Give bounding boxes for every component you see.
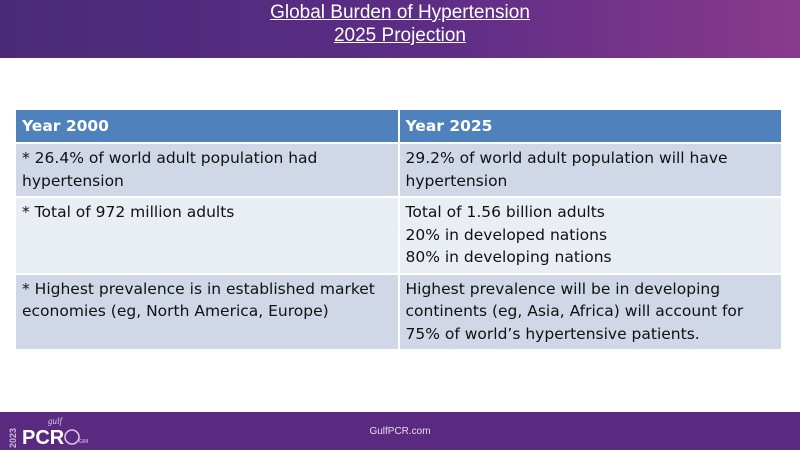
comparison-table: Year 2000 Year 2025 * 26.4% of world adu… <box>16 110 781 349</box>
slide-title-line2: 2025 Projection <box>333 25 467 46</box>
table-row: * Total of 972 million adults Total of 1… <box>16 196 781 274</box>
cell-line: * Total of 972 million adults <box>22 203 235 221</box>
table-cell-year-2000: * Total of 972 million adults <box>16 196 400 274</box>
slide-footer-bar: 2023 gulf PCR GIM GulfPCR.com <box>0 412 800 450</box>
cell-line: hypertension <box>405 171 508 190</box>
table-row: * 26.4% of world adult population had hy… <box>16 142 781 197</box>
column-header-year-2000: Year 2000 <box>16 110 400 143</box>
logo-pcr: PCR <box>22 427 65 449</box>
table-cell-year-2000: * Highest prevalence is in established m… <box>16 272 400 349</box>
cell-line: 75% of world’s hypertensive patients. <box>405 324 700 343</box>
cell-line: hypertension <box>22 171 124 190</box>
comparison-table-container: Year 2000 Year 2025 * 26.4% of world adu… <box>16 110 781 349</box>
column-header-year-2025: Year 2025 <box>398 110 781 143</box>
cell-line: 29.2% of world adult population will hav… <box>405 149 728 167</box>
cell-line: economies (eg, North America, Europe) <box>22 302 329 320</box>
cell-line: * 26.4% of world adult population had <box>22 149 318 167</box>
cell-line: Total of 1.56 billion adults <box>405 203 605 221</box>
table-cell-year-2000: * 26.4% of world adult population had hy… <box>16 142 400 197</box>
gulfpcr-logo: 2023 gulf PCR GIM <box>8 416 88 449</box>
logo-gulf: gulf <box>48 416 64 426</box>
table-cell-year-2025: Highest prevalence will be in developing… <box>398 272 781 349</box>
cell-line: 20% in developed nations <box>405 225 608 244</box>
table-cell-year-2025: 29.2% of world adult population will hav… <box>398 142 781 197</box>
cell-line: * Highest prevalence is in established m… <box>22 279 375 298</box>
cell-line: 80% in developing nations <box>405 248 612 266</box>
table-row: * Highest prevalence is in established m… <box>16 272 781 349</box>
footer-url: GulfPCR.com <box>369 426 431 437</box>
logo-ring-icon <box>64 429 80 445</box>
table-cell-year-2025: Total of 1.56 billion adults 20% in deve… <box>398 196 781 274</box>
cell-line: continents (eg, Asia, Africa) will accou… <box>405 302 744 320</box>
table-header-row: Year 2000 Year 2025 <box>16 110 781 143</box>
logo-gim: GIM <box>79 439 88 445</box>
cell-line: Highest prevalence will be in developing <box>405 279 721 298</box>
slide-title-line1: Global Burden of Hypertension <box>270 2 530 23</box>
slide-title-bar: Global Burden of Hypertension 2025 Proje… <box>0 0 800 58</box>
logo-year: 2023 <box>8 428 18 448</box>
